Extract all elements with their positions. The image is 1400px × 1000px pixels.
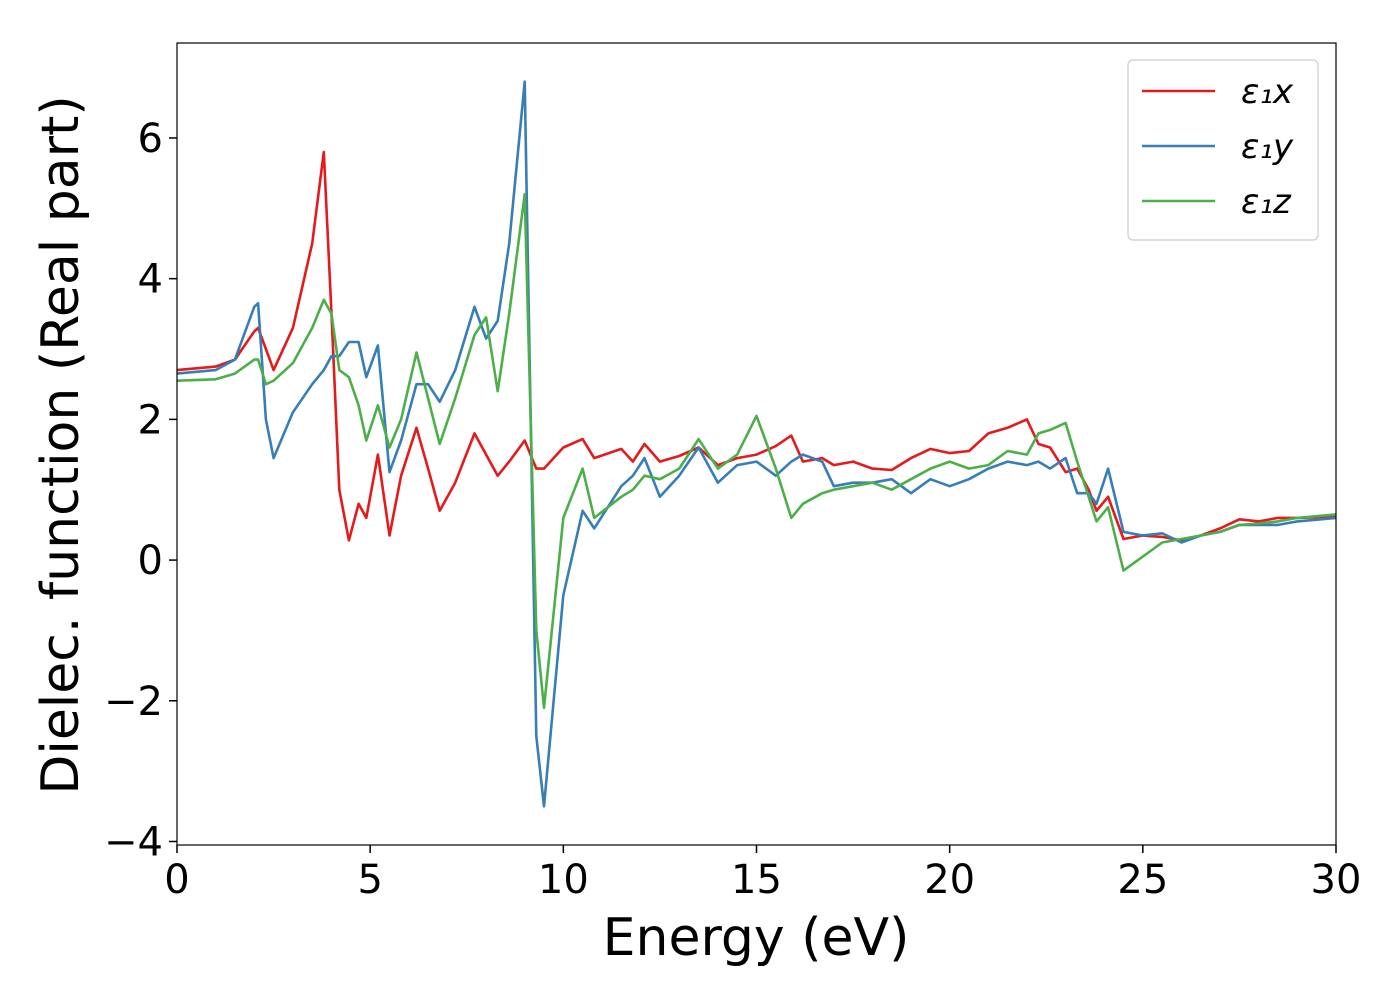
legend-label: ε₁z bbox=[1241, 182, 1292, 222]
legend-label: ε₁x bbox=[1241, 72, 1294, 112]
y-tick-label: 4 bbox=[138, 257, 163, 303]
x-tick-label: 10 bbox=[538, 857, 589, 903]
y-tick-label: 0 bbox=[138, 538, 163, 584]
x-tick-label: 0 bbox=[164, 857, 189, 903]
plot-frame bbox=[176, 42, 1337, 846]
y-axis-label: Dielec. function (Real part) bbox=[31, 95, 91, 794]
x-tick-label: 5 bbox=[357, 857, 382, 903]
legend-box bbox=[1127, 59, 1319, 241]
x-tick-label: 15 bbox=[731, 857, 782, 903]
x-tick-label: 20 bbox=[924, 857, 975, 903]
legend: ε₁x ε₁y ε₁z bbox=[1127, 59, 1319, 241]
y-tick-label: 6 bbox=[138, 116, 163, 162]
x-tick-label: 30 bbox=[1311, 857, 1362, 903]
series-line bbox=[176, 193, 1337, 710]
y-tick-label: −4 bbox=[104, 819, 163, 865]
x-tick-label: 25 bbox=[1117, 857, 1168, 903]
legend-label: ε₁y bbox=[1241, 127, 1294, 167]
x-axis-label: Energy (eV) bbox=[603, 908, 910, 968]
y-tick-label: 2 bbox=[138, 397, 163, 443]
series-line bbox=[176, 80, 1337, 808]
y-tick-label: −2 bbox=[104, 679, 163, 725]
